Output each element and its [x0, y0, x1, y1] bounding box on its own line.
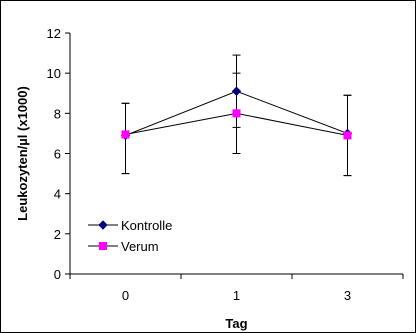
series-markers — [120, 86, 353, 141]
y-tick-label: 6 — [54, 147, 61, 162]
legend-label: Kontrolle — [121, 218, 172, 233]
y-tick-label: 4 — [54, 187, 61, 202]
y-tick-label: 2 — [54, 227, 61, 242]
y-tick-label: 12 — [47, 26, 61, 41]
x-tick-label: 3 — [344, 288, 351, 303]
x-tick-label: 1 — [233, 288, 240, 303]
y-axis-title: Leukozyten/µl (x1000) — [15, 86, 30, 221]
data-point-verum — [121, 130, 130, 139]
legend-label: Verum — [121, 239, 159, 254]
legend-marker — [98, 220, 108, 230]
y-tick-label: 10 — [47, 66, 61, 81]
data-point-kontrolle — [231, 86, 242, 96]
data-point-verum — [232, 109, 241, 118]
axes: 0 2 4 6 8 10 12 0 1 3 Tag Leukozyten/µl (x1000) — [15, 26, 404, 331]
legend: Kontrolle Verum — [88, 218, 172, 254]
x-tick-label: 0 — [122, 288, 129, 303]
x-axis-title: Tag — [225, 316, 247, 331]
data-point-verum — [343, 131, 352, 140]
y-tick-label: 0 — [54, 267, 61, 282]
y-tick-label: 8 — [54, 106, 61, 121]
legend-marker — [99, 242, 107, 250]
